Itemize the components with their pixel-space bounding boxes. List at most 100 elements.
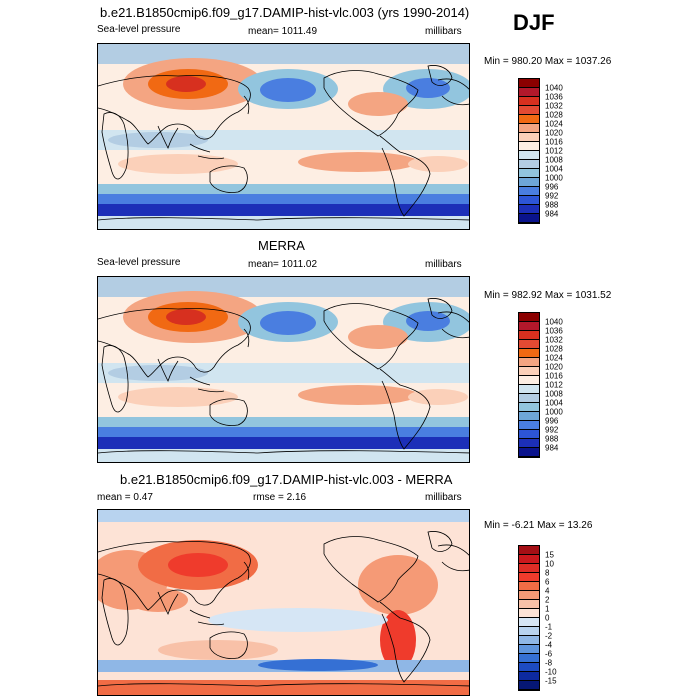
colorbar-tick-label: 996 [545,416,559,426]
colorbar-tick-label: 984 [545,209,559,219]
colorbar-tick-label: 1040 [545,83,563,93]
colorbar-swatch [519,187,539,196]
colorbar-tick-label: 1028 [545,110,563,120]
panel1-title: b.e21.B1850cmip6.f09_g17.DAMIP-hist-vlc.… [100,5,470,20]
colorbar-swatch [519,439,539,448]
colorbar-tick-label: 1000 [545,173,563,183]
panel1-mean-label: mean= 1011.49 [248,26,318,37]
colorbar-swatch [519,564,539,573]
colorbar-swatch [519,430,539,439]
panel3-map [97,509,470,696]
colorbar-swatch [519,169,539,178]
colorbar-swatch [519,609,539,618]
colorbar-tick-label: -10 [545,667,557,677]
colorbar-swatch [519,106,539,115]
colorbar-tick-label: 1016 [545,137,563,147]
panel3-colorbar: 15 10 8 6 4 2 1 0 -1 -2 -4 -6 -8 -10 -15 [518,545,557,691]
panel2-colorbar: 1040 1036 1032 1028 1024 1020 1016 1012 1008 1004… [518,312,563,458]
colorbar-tick-label: 1032 [545,335,563,345]
colorbar-swatch [519,358,539,367]
colorbar-swatch [519,79,539,88]
panel3-mean-label: mean = 0.47 [97,492,153,503]
panel2-minmax: Min = 982.92 Max = 1031.52 [484,290,612,301]
panel1-minmax: Min = 980.20 Max = 1037.26 [484,56,612,67]
colorbar-tick-label: 1020 [545,362,563,372]
panel1-map [97,43,470,230]
colorbar-swatch [519,627,539,636]
colorbar-tick-label: -1 [545,622,553,632]
colorbar-swatch [519,645,539,654]
colorbar-swatch [519,618,539,627]
colorbar-swatch [519,160,539,169]
colorbar-tick-label: 2 [545,595,550,605]
colorbar-tick-label: 15 [545,550,554,560]
colorbar-swatch [519,331,539,340]
panel2-mean-label: mean= 1011.02 [248,259,318,270]
colorbar-tick-label: 992 [545,425,559,435]
colorbar-tick-label: 1000 [545,407,563,417]
panel1-units-label: millibars [425,26,462,37]
colorbar-swatch [519,205,539,214]
colorbar-tick-label: 6 [545,577,550,587]
colorbar-swatch [519,403,539,412]
colorbar-tick-label: 1036 [545,92,563,102]
colorbar-swatch [519,672,539,681]
panel2-variable-label: Sea-level pressure [97,257,181,268]
colorbar-tick-label: 1012 [545,380,563,390]
colorbar-swatch [519,448,539,457]
colorbar-tick-label: -6 [545,649,553,659]
colorbar-swatch [519,573,539,582]
colorbar-tick-label: 1024 [545,119,563,129]
colorbar-swatch [519,178,539,187]
panel2-map [97,276,470,463]
colorbar-swatch [519,88,539,97]
panel1-colorbar: 1040 1036 1032 1028 1024 1020 1016 1012 1008 1004… [518,78,563,224]
colorbar-tick-label: 988 [545,434,559,444]
colorbar-tick-label: 992 [545,191,559,201]
colorbar-swatch [519,376,539,385]
colorbar-tick-label: 8 [545,568,550,578]
season-label: DJF [513,10,555,35]
colorbar-swatch [519,412,539,421]
colorbar-tick-label: 1028 [545,344,563,354]
colorbar-swatch [519,214,539,223]
panel3-units-label: millibars [425,492,462,503]
colorbar-tick-label: 1040 [545,317,563,327]
colorbar-swatch [519,313,539,322]
colorbar-swatch [519,322,539,331]
colorbar-swatch [519,681,539,690]
colorbar-tick-label: 988 [545,200,559,210]
colorbar-tick-label: 984 [545,443,559,453]
colorbar-tick-label: 1004 [545,398,563,408]
panel3-minmax: Min = -6.21 Max = 13.26 [484,520,593,531]
panel3-rmse-label: rmse = 2.16 [253,492,307,503]
colorbar-swatch [519,421,539,430]
colorbar-swatch [519,385,539,394]
colorbar-tick-label: -4 [545,640,553,650]
colorbar-tick-label: -8 [545,658,553,668]
colorbar-tick-label: 1 [545,604,550,614]
colorbar-swatch [519,115,539,124]
colorbar-tick-label: 1004 [545,164,563,174]
colorbar-swatch [519,663,539,672]
colorbar-swatch [519,142,539,151]
colorbar-swatch [519,546,539,555]
colorbar-swatch [519,133,539,142]
colorbar-tick-label: 0 [545,613,550,623]
colorbar-tick-label: 10 [545,559,554,569]
colorbar-tick-label: 1032 [545,101,563,111]
panel2-units-label: millibars [425,259,462,270]
colorbar-tick-label: 1016 [545,371,563,381]
colorbar-swatch [519,124,539,133]
colorbar-swatch [519,196,539,205]
colorbar-tick-label: 1036 [545,326,563,336]
colorbar-tick-label: 1012 [545,146,563,156]
colorbar-tick-label: 1008 [545,155,563,165]
colorbar-tick-label: -15 [545,676,557,686]
colorbar-swatch [519,97,539,106]
colorbar-swatch [519,555,539,564]
colorbar-swatch [519,349,539,358]
panel1-variable-label: Sea-level pressure [97,24,181,35]
colorbar-tick-label: 1008 [545,389,563,399]
colorbar-swatch [519,654,539,663]
